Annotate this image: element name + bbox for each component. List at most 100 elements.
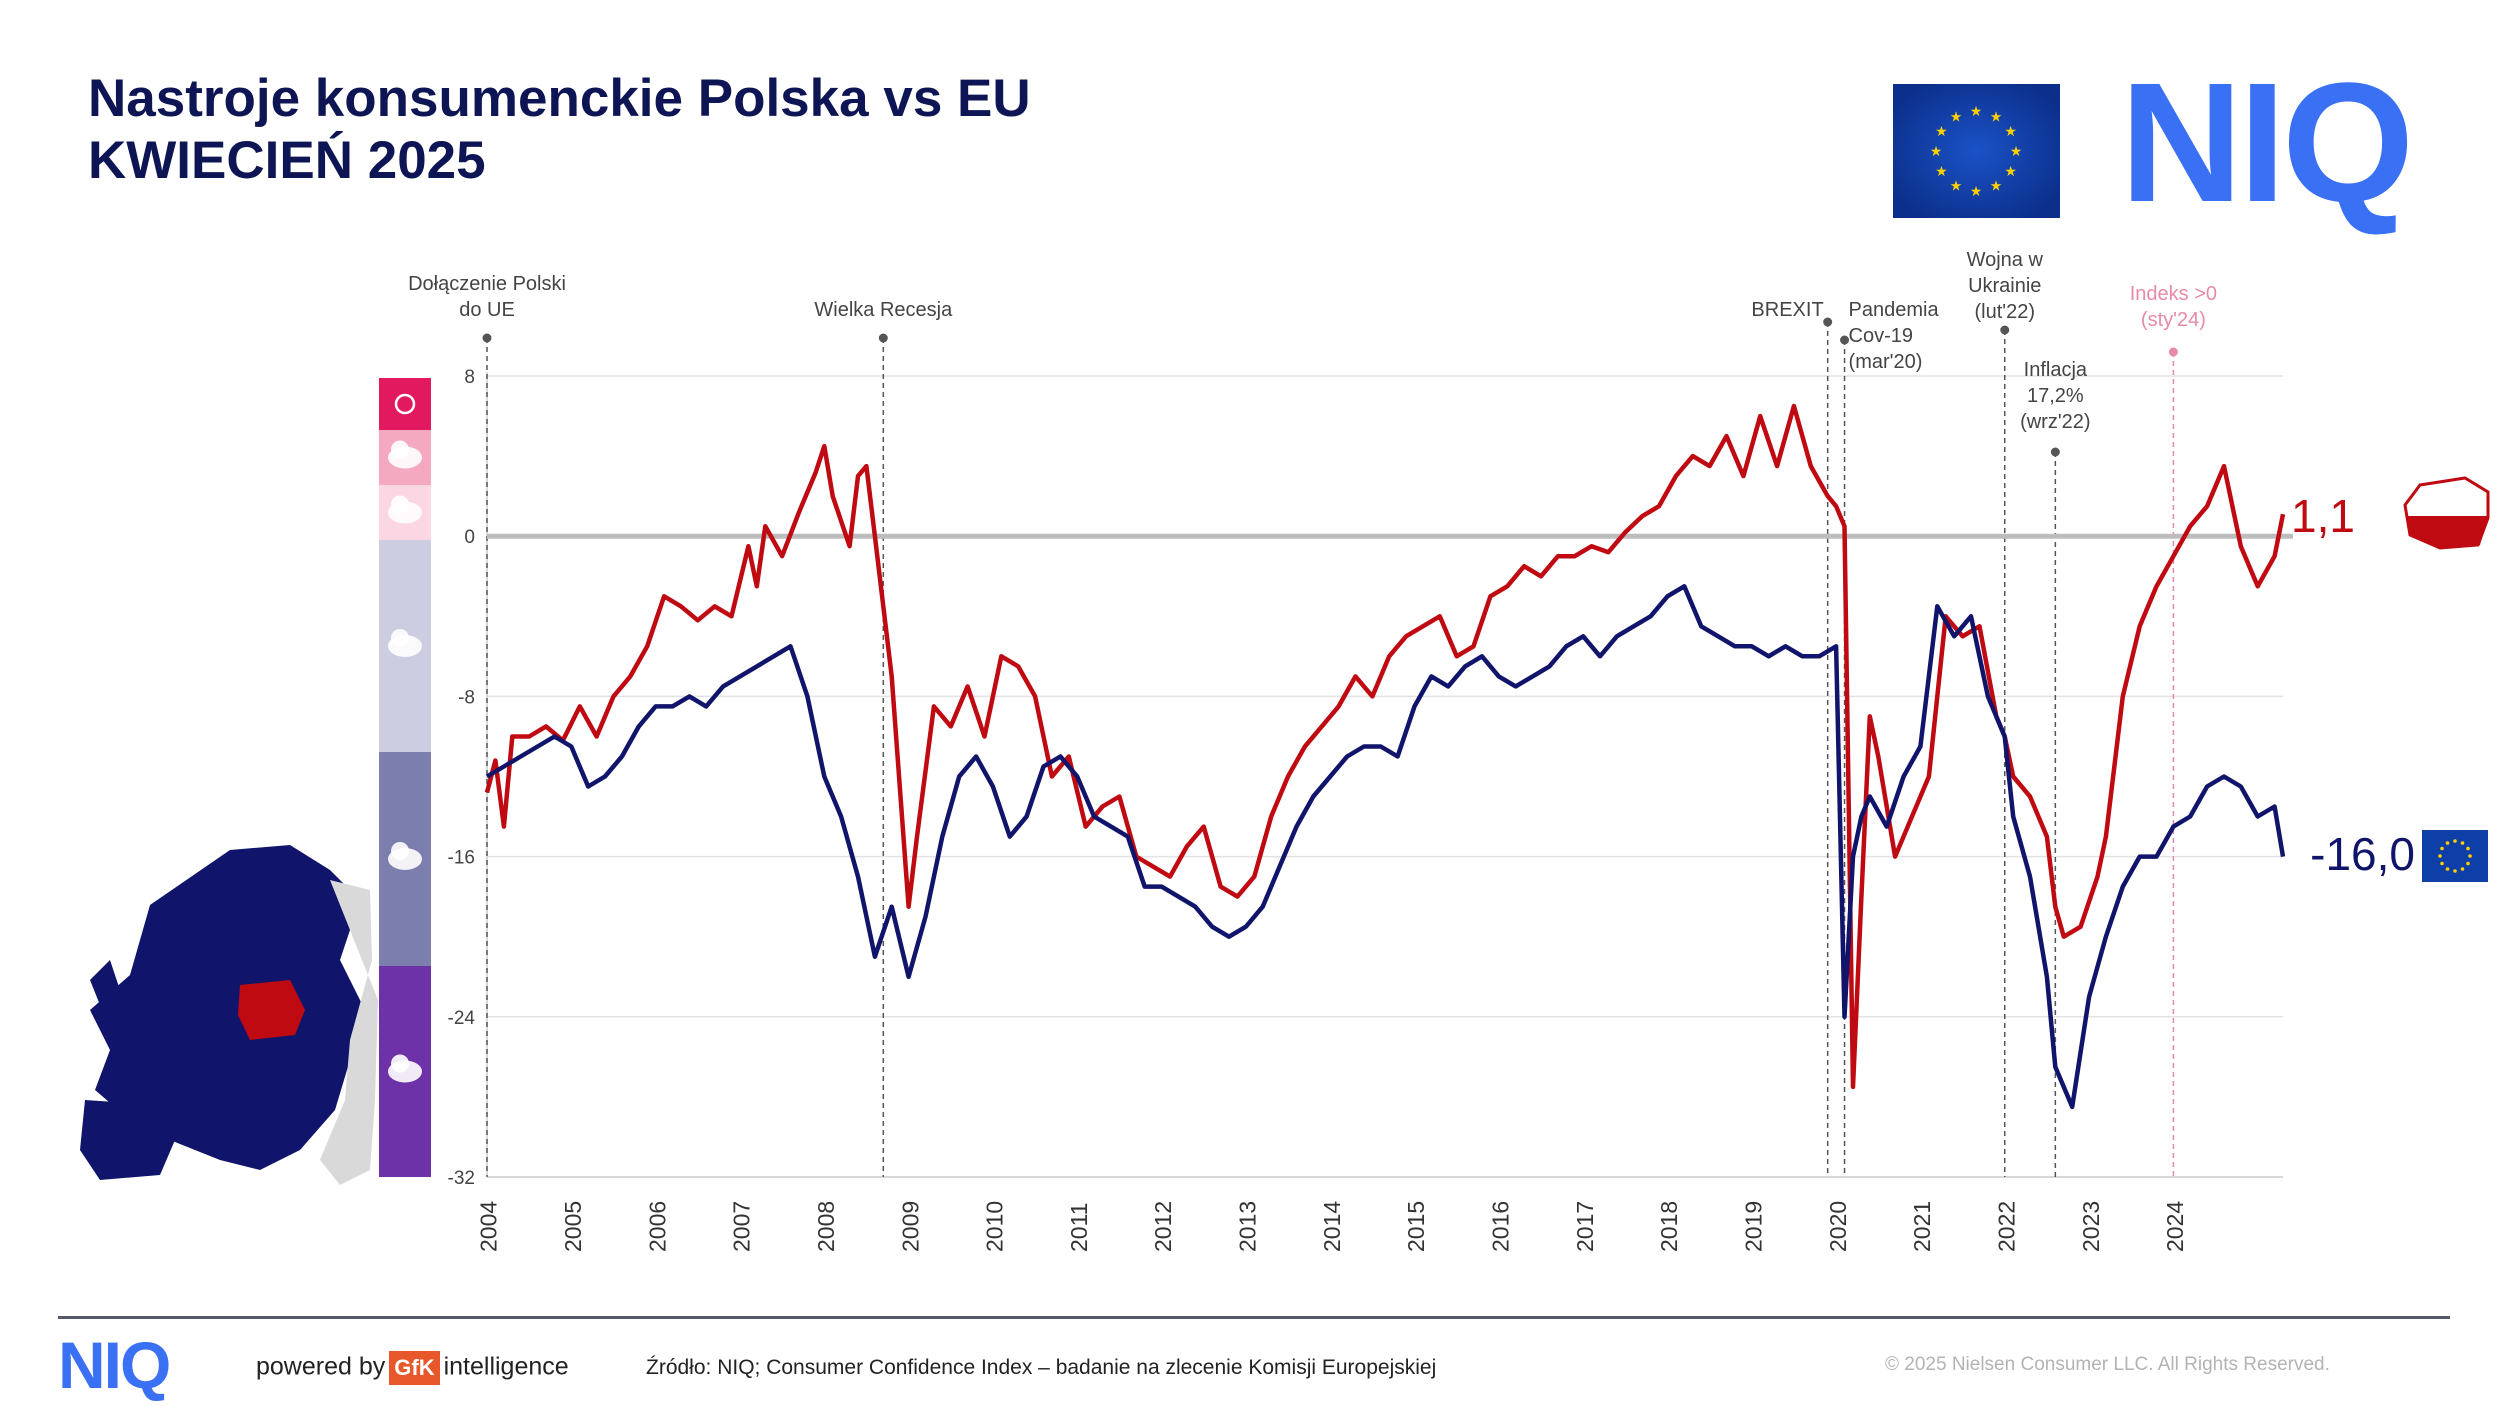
source-note: Źródło: NIQ; Consumer Confidence Index –…	[646, 1356, 1437, 1379]
x-tick-label: 2012	[1150, 1201, 1176, 1252]
x-tick-label: 2013	[1235, 1201, 1261, 1252]
eu-star: ★	[2004, 164, 2017, 180]
y-tick-label: -8	[458, 687, 475, 708]
eu-star-small	[2460, 867, 2465, 871]
event-label: 17,2%	[2027, 385, 2084, 407]
niq-logo: NIQ	[2120, 48, 2414, 238]
eu-star-small	[2468, 854, 2472, 858]
cloud-puff	[391, 495, 409, 514]
sun-cloud-icon	[388, 440, 422, 469]
eu-star: ★	[1930, 144, 1943, 160]
event-label: Cov-19	[1849, 325, 1913, 347]
x-tick-label: 2011	[1066, 1203, 1092, 1252]
eu-star-small	[2466, 861, 2470, 866]
eu-star-small	[2440, 861, 2444, 866]
event-label: Wojna w	[1967, 249, 2044, 271]
x-tick-label: 2019	[1740, 1201, 1766, 1252]
event-label: (sty'24)	[2141, 309, 2206, 331]
cloud-puff	[391, 1054, 409, 1073]
y-tick-label: -32	[448, 1168, 475, 1189]
event-label: (wrz'22)	[2020, 411, 2091, 433]
eu-star-small	[2453, 839, 2457, 843]
intelligence-label: intelligence	[443, 1352, 569, 1381]
title-line-1: Nastroje konsumenckie Polska vs EU	[88, 69, 1031, 128]
event-label: Indeks >0	[2130, 283, 2217, 305]
event-label: BREXIT	[1751, 299, 1823, 321]
cloud-icon	[388, 629, 422, 657]
event-marker	[2168, 347, 2178, 357]
event-label: (lut'22)	[1974, 301, 2035, 323]
cloud-puff	[391, 440, 409, 459]
sentiment-scale	[379, 378, 431, 1177]
x-tick-label: 2005	[560, 1201, 586, 1252]
eu-star-small	[2445, 841, 2450, 845]
gfk-logo: GfK	[389, 1351, 440, 1385]
powered-by-label: powered by	[256, 1352, 386, 1381]
scale-band	[379, 378, 431, 430]
eu-stars: ★★★★★★★★★ ★ ★★	[1893, 84, 2060, 218]
eu-flag-icon	[2422, 830, 2488, 882]
sun-icon	[394, 393, 416, 415]
eu-star: ★	[1935, 124, 1948, 140]
cloud-puff	[391, 629, 409, 647]
x-tick-label: 2023	[2078, 1201, 2104, 1252]
x-tick-label: 2016	[1488, 1201, 1514, 1252]
event-label: (mar'20)	[1849, 351, 1923, 373]
cloud-rain-icon	[388, 842, 422, 870]
x-tick-label: 2020	[1825, 1201, 1851, 1252]
poland-map-icon	[2403, 476, 2490, 550]
footer-niq-logo: NIQ	[58, 1328, 171, 1402]
event-marker	[2000, 325, 2010, 335]
eu-star-small	[2466, 846, 2470, 851]
cloud-light-icon	[388, 495, 422, 524]
event-label: Wielka Recesja	[814, 299, 953, 321]
eu-star: ★	[1970, 184, 1983, 200]
powered-by: powered by GfK intelligence	[256, 1351, 569, 1385]
event-label: Inflacja	[2024, 359, 2088, 381]
eu-star-small	[2445, 867, 2450, 871]
eu-star: ★	[1950, 109, 1963, 125]
eu-star: ★	[1935, 164, 1948, 180]
event-label: Dołączenie Polski	[408, 273, 566, 295]
copyright: © 2025 Nielsen Consumer LLC. All Rights …	[1885, 1354, 2330, 1375]
eu-star: ★	[2004, 124, 2017, 140]
eu-star: ★	[1990, 179, 2003, 195]
x-tick-label: 2014	[1319, 1201, 1345, 1252]
eu-star-small	[2438, 854, 2442, 858]
x-tick-label: 2007	[729, 1201, 755, 1252]
eu-star-small	[2453, 869, 2457, 873]
series-line-eu	[485, 584, 2286, 1110]
eu-star: ★	[2010, 144, 2023, 160]
x-tick-label: 2008	[813, 1201, 839, 1252]
x-tick-label: 2004	[476, 1201, 502, 1252]
poland-red	[2407, 516, 2488, 548]
x-tick-label: 2015	[1403, 1201, 1429, 1252]
sun-core	[394, 393, 416, 415]
x-tick-label: 2017	[1572, 1201, 1598, 1252]
eu-star: ★	[1970, 104, 1983, 120]
cloud-puff	[391, 842, 409, 860]
footer-divider	[58, 1316, 2450, 1319]
eu-star: ★	[1990, 109, 2003, 125]
eu-star-small	[2440, 846, 2444, 851]
event-label: Ukrainie	[1968, 275, 2041, 297]
eu-flag-small	[2422, 830, 2488, 882]
x-tick-label: 2009	[897, 1201, 923, 1252]
x-tick-label: 2006	[644, 1201, 670, 1252]
x-tick-label: 2022	[1993, 1201, 2019, 1252]
title-line-2: KWIECIEŃ 2025	[88, 131, 486, 190]
event-marker	[878, 333, 888, 343]
cloud-storm-icon	[388, 1054, 422, 1083]
europe-map-icon	[80, 845, 378, 1185]
event-marker	[482, 333, 492, 343]
x-tick-label: 2021	[1909, 1201, 1935, 1252]
eu-flag-icon: ★ ★ ★ ★ ★ ★ ★ ★ ★ ★ ★ ★	[1893, 84, 2060, 218]
eu-end-label: -16,0	[2310, 828, 2415, 880]
x-tick-label: 2024	[2162, 1201, 2188, 1252]
event-marker	[1823, 317, 1833, 327]
page-title: Nastroje konsumenckie Polska vs EU KWIEC…	[88, 68, 1031, 192]
y-tick-label: 0	[464, 527, 475, 548]
x-tick-label: 2018	[1656, 1201, 1682, 1252]
y-tick-label: -24	[448, 1008, 476, 1029]
